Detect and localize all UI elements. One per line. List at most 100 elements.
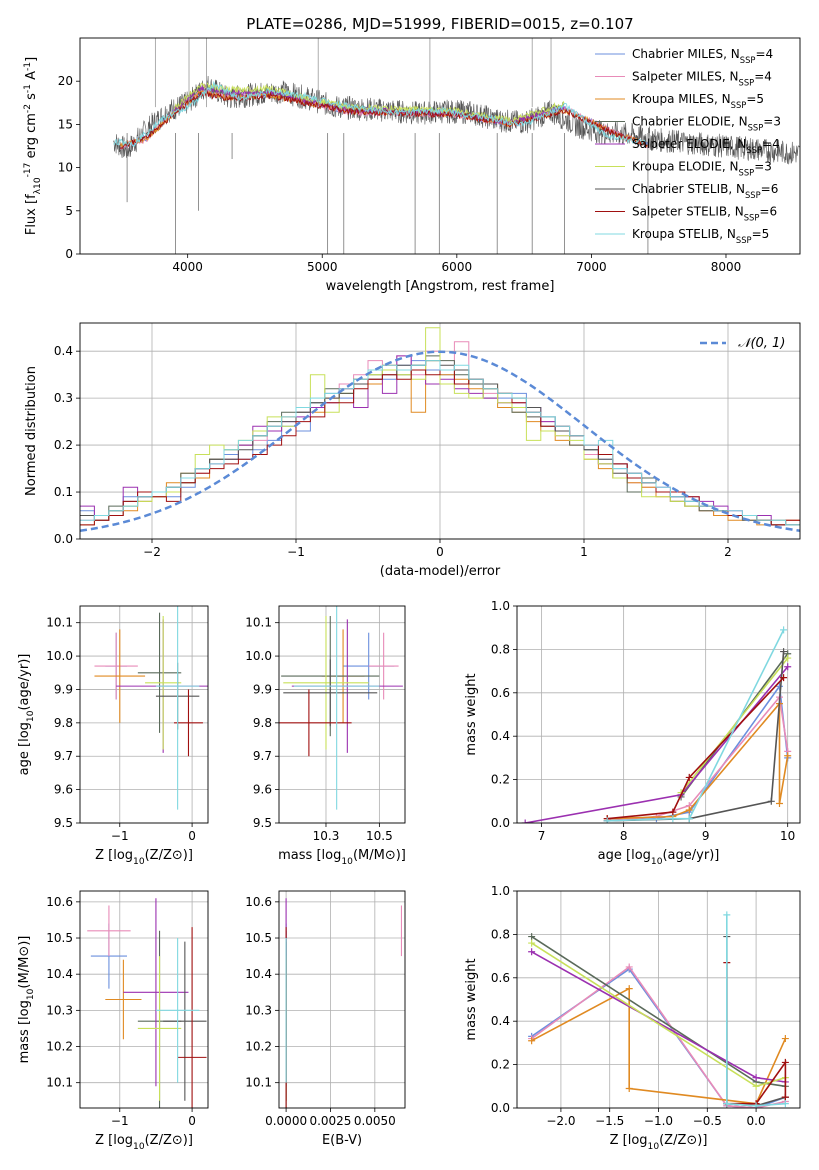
y-tick-label: 9.5 (253, 816, 272, 830)
weight-marker (752, 1074, 760, 1082)
legend-entry: Salpeter ELODIE, NSSP=4 (632, 137, 780, 155)
weight-marker (781, 1058, 789, 1066)
y-tick-label: 9.8 (253, 716, 272, 730)
x-axis-label: Z [log10(Z/Z⊙)] (95, 1133, 193, 1152)
y-tick-label: 0.4 (491, 1014, 510, 1028)
x-tick-label: −2.0 (546, 1114, 575, 1128)
x-axis-label: Z [log10(Z/Z⊙)] (95, 848, 193, 867)
y-tick-label: 0.4 (491, 729, 510, 743)
figure-title: PLATE=0286, MJD=51999, FIBERID=0015, z=0… (246, 15, 633, 33)
weight-marker (781, 1093, 789, 1101)
x-axis-label: mass [log10(M/M⊙)] (278, 848, 406, 867)
weight-marker (784, 663, 792, 671)
weight-marker (723, 911, 731, 919)
weight-marker (752, 1102, 760, 1108)
y-tick-label: 0.2 (54, 438, 73, 452)
legend-entry: Kroupa STELIB, NSSP=5 (632, 227, 769, 245)
x-tick-label: 10.3 (313, 829, 340, 843)
y-tick-label: 10.1 (245, 616, 272, 630)
axes-frame (516, 605, 801, 824)
x-tick-label: 0 (436, 545, 444, 559)
weight-line (725, 914, 786, 1107)
x-tick-label: 0.0025 (309, 1114, 351, 1128)
y-tick-label: 0.4 (54, 344, 73, 358)
y-tick-label: 9.7 (54, 749, 73, 763)
panel-residuals: −2 −1 0 1 2 0.0 0.1 0.2 0.3 0.4 (data-model)/error… (24, 322, 801, 579)
weight-marker (685, 773, 693, 781)
y-tick-label: 9.6 (54, 783, 73, 797)
x-tick-label: 2 (724, 545, 732, 559)
y-tick-label: 0.2 (491, 773, 510, 787)
y-tick-label: 9.9 (253, 682, 272, 696)
axes-frame (79, 605, 209, 824)
y-tick-label: 1.0 (491, 599, 510, 613)
panel-weight-vs-age: 7 8 9 10 0.0 0.2 0.4 0.6 0.8 1.0 age [log10(age/yr… (464, 599, 801, 867)
panel-weight-vs-Z: −2.0 −1.5 −1.0 −0.5 0.0 0.0 0.2 0.4 0.6 0.8 1.0 Z [… (464, 884, 801, 1152)
weight-marker (625, 963, 633, 971)
x-tick-label: −1 (111, 829, 129, 843)
x-tick-label: 0.0050 (354, 1114, 396, 1128)
y-tick-label: 9.7 (253, 749, 272, 763)
weight-line (607, 701, 789, 820)
x-tick-label: 8000 (711, 260, 742, 274)
y-tick-label: 0.8 (491, 642, 510, 656)
weight-marker (723, 1100, 731, 1108)
axes-frame (79, 890, 209, 1109)
x-tick-label: −1 (111, 1114, 129, 1128)
y-tick-label: 0.0 (491, 1101, 510, 1115)
panel-mass-vs-Z: −1 0 10.1 10.2 10.3 10.4 10.5 10.6 Z [log10(Z/Z⊙… (17, 890, 209, 1152)
y-axis-label: age [log10(age/yr)] (17, 654, 36, 776)
y-tick-label: 10.1 (245, 1076, 272, 1090)
y-tick-label: 5 (65, 204, 73, 218)
y-axis-label: Flux [fλ10-17 erg cm-2 s-1 A-1] (23, 57, 43, 235)
weight-line (607, 629, 785, 822)
legend-entry: Kroupa MILES, NSSP=5 (632, 92, 764, 110)
y-tick-label: 10.5 (245, 931, 272, 945)
weight-marker (669, 815, 677, 823)
y-axis-label: Normed distribution (24, 366, 39, 496)
x-tick-label: 8 (620, 829, 628, 843)
y-tick-label: 10.4 (46, 967, 73, 981)
weight-line (680, 657, 789, 794)
x-tick-label: 7 (538, 829, 546, 843)
y-tick-label: 0.3 (54, 391, 73, 405)
weight-marker (780, 648, 788, 656)
x-tick-label: −1.5 (595, 1114, 624, 1128)
x-tick-label: 10.5 (366, 829, 393, 843)
y-tick-label: 10.4 (245, 967, 272, 981)
y-tick-label: 0.0 (54, 532, 73, 546)
x-tick-label: 0.0000 (265, 1114, 307, 1128)
x-axis-label: (data-model)/error (380, 564, 501, 579)
weight-marker (781, 1035, 789, 1043)
axes-frame (516, 890, 801, 1109)
y-tick-label: 0.6 (491, 971, 510, 985)
panel-age-vs-Z: −1 0 9.5 9.6 9.7 9.8 9.9 10.0 10.1 Z [log10(Z/Z⊙)… (17, 605, 209, 867)
y-tick-label: 0.2 (491, 1058, 510, 1072)
y-tick-label: 10.2 (46, 1040, 73, 1054)
y-tick-label: 10.6 (245, 895, 272, 909)
weight-marker (775, 799, 783, 807)
y-tick-label: 9.6 (253, 783, 272, 797)
weight-marker (685, 815, 693, 823)
y-axis-label: mass [log10(M/M⊙)] (17, 936, 36, 1064)
legend-entry: Salpeter MILES, NSSP=4 (632, 70, 772, 88)
y-tick-label: 0.1 (54, 485, 73, 499)
panel-age-vs-mass: 10.3 10.5 9.5 9.6 9.7 9.8 9.9 10.0 10.1 mass [log… (245, 605, 406, 867)
x-tick-label: 5000 (307, 260, 338, 274)
weight-marker (528, 933, 536, 941)
x-tick-label: 0 (188, 829, 196, 843)
legend-entry: 𝒩(0, 1) (738, 336, 785, 351)
y-tick-label: 15 (58, 117, 73, 131)
weight-marker (528, 948, 536, 956)
weight-marker (625, 985, 633, 993)
weight-line (525, 666, 789, 823)
y-tick-label: 10.0 (46, 649, 73, 663)
spectrum-line (173, 82, 565, 124)
y-tick-label: 10.3 (46, 1003, 73, 1017)
x-tick-label: 4000 (172, 260, 203, 274)
y-tick-label: 0 (65, 247, 73, 261)
weight-marker (775, 682, 783, 690)
x-tick-label: 1 (580, 545, 588, 559)
y-tick-label: 9.8 (54, 716, 73, 730)
